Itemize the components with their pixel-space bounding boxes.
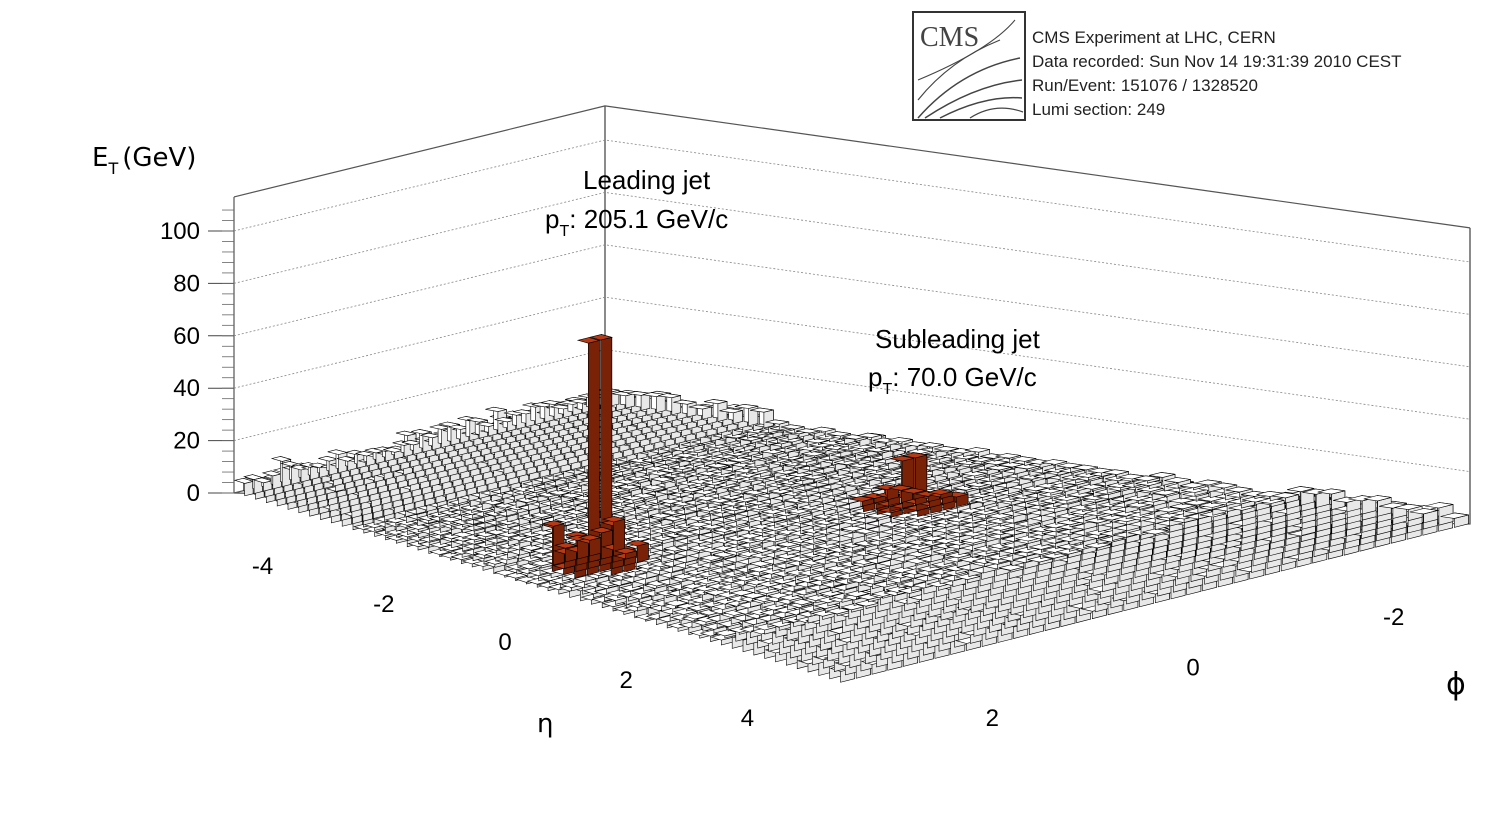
tower <box>710 633 736 646</box>
top-edges <box>233 105 1471 229</box>
z-tick-label: 60 <box>173 323 200 350</box>
z-tick-label: 0 <box>187 480 200 507</box>
tower <box>252 477 274 492</box>
phi-tick-label: -2 <box>1383 604 1404 631</box>
z-tick-label: 40 <box>173 375 200 402</box>
z-tick-label: 20 <box>173 428 200 455</box>
leading-jet-pt: pT: 205.1 GeV/c <box>545 204 728 240</box>
z-tick-label: 100 <box>160 218 200 245</box>
lumi-line: Lumi section: 249 <box>1032 100 1165 119</box>
tower <box>529 559 554 569</box>
grid-line <box>233 296 1471 420</box>
grid-line <box>233 191 1471 315</box>
tower <box>309 462 329 478</box>
eta-axis-title: η <box>537 709 553 739</box>
run-event-line: Run/Event: 151076 / 1328520 <box>1032 76 1258 95</box>
experiment-line: CMS Experiment at LHC, CERN <box>1032 28 1276 47</box>
tower <box>713 629 739 639</box>
eta-tick-label: 4 <box>741 705 754 732</box>
phi-tick-label: 2 <box>986 705 999 732</box>
eta-tick-label: 0 <box>498 629 511 656</box>
grid-line <box>233 244 1471 368</box>
leading-jet-title: Leading jet <box>583 165 711 195</box>
eta-tick-label: -2 <box>373 591 394 618</box>
subleading-jet-pt: pT: 70.0 GeV/c <box>868 362 1037 398</box>
z-axis-ticks: 0 20 40 60 80 100 <box>160 209 234 507</box>
tower <box>261 470 283 490</box>
cms-logo: CMS <box>912 11 1026 121</box>
eta-tick-label: 2 <box>620 667 633 694</box>
grid-line <box>233 139 1471 263</box>
z-axis-title: ET (GeV) <box>92 143 196 178</box>
phi-axis-title: ϕ <box>1446 667 1466 702</box>
calorimeter-towers <box>233 387 1469 683</box>
subleading-jet-title: Subleading jet <box>875 324 1041 354</box>
eta-tick-label: -4 <box>252 553 273 580</box>
z-tick-label: 80 <box>173 270 200 297</box>
date-line: Data recorded: Sun Nov 14 19:31:39 2010 … <box>1032 52 1402 71</box>
phi-tick-label: 0 <box>1186 655 1199 682</box>
